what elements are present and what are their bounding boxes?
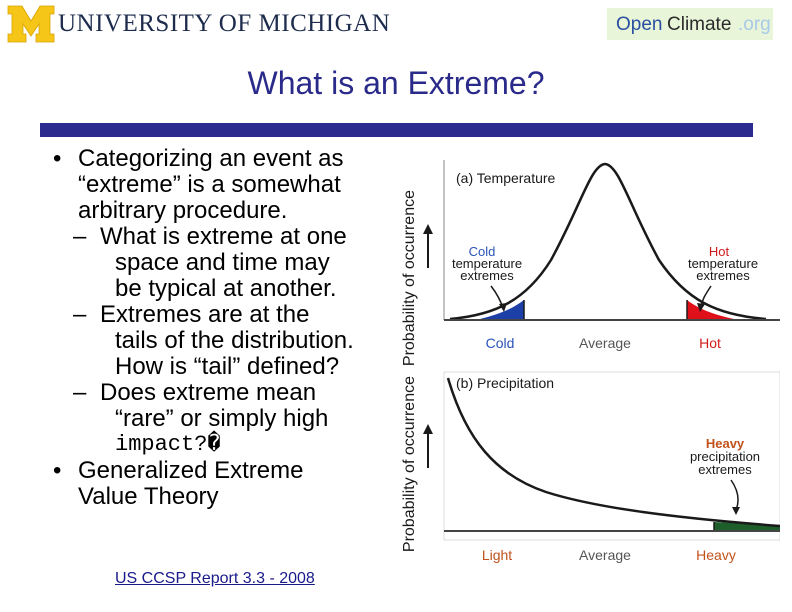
title-underline-bar xyxy=(40,123,753,137)
bullet-line: Value Theory xyxy=(78,484,395,510)
bullet-line: arbitrary procedure. xyxy=(78,198,395,224)
bullet-symbol: • xyxy=(53,146,61,172)
panel-a-title: (a) Temperature xyxy=(456,170,556,186)
hot-label-line: extremes xyxy=(696,268,750,283)
bullet-line: “extreme” is a somewhat xyxy=(78,172,395,198)
bullet-list: • Categorizing an event as “extreme” is … xyxy=(45,146,395,510)
bullet-item-categorizing: • Categorizing an event as “extreme” is … xyxy=(45,146,395,224)
bullet-line: Categorizing an event as xyxy=(78,146,395,172)
block-m-logo-icon xyxy=(6,4,56,44)
bullet-line: space and time may xyxy=(115,250,395,276)
panel-a-xlabel-cold: Cold xyxy=(486,335,515,351)
dash-symbol: – xyxy=(73,224,86,250)
citation-link[interactable]: US CCSP Report 3.3 - 2008 xyxy=(115,570,315,588)
bullet-line: Extremes are at the xyxy=(100,302,395,328)
sub-bullet-tails: – Extremes are at the tails of the distr… xyxy=(45,302,395,380)
panel-b-xlabel-average: Average xyxy=(579,547,631,563)
panel-a-xlabel-average: Average xyxy=(579,335,631,351)
bullet-symbol: • xyxy=(53,458,61,484)
sub-bullet-rare-or-impact: – Does extreme mean “rare” or simply hig… xyxy=(45,380,395,458)
bullet-line: What is extreme at one xyxy=(100,224,395,250)
panel-a-ylabel: Probability of occurrence xyxy=(401,190,418,366)
bullet-line: be typical at another. xyxy=(115,276,395,302)
extremes-figure: Probability of occurrence (a) Temperatur… xyxy=(396,150,780,574)
bullet-line: How is “tail” defined? xyxy=(115,354,395,380)
panel-precipitation: Probability of occurrence (b) Precipitat… xyxy=(401,372,780,563)
bullet-line: “rare” or simply high xyxy=(115,406,395,432)
openclimate-org-text: .org xyxy=(738,14,771,36)
cold-label-line: extremes xyxy=(460,268,514,283)
dash-symbol: – xyxy=(73,302,86,328)
university-wordmark: UNIVERSITY OF MICHIGAN xyxy=(58,10,390,38)
sub-bullet-what-is-extreme: – What is extreme at one space and time … xyxy=(45,224,395,302)
bullet-line: Generalized Extreme xyxy=(78,458,395,484)
bullet-item-gev-theory: • Generalized Extreme Value Theory xyxy=(45,458,395,510)
panel-a-xlabel-hot: Hot xyxy=(699,335,721,351)
dash-symbol: – xyxy=(73,380,86,406)
slide-title: What is an Extreme? xyxy=(0,65,792,102)
bullet-line: Does extreme mean xyxy=(100,380,395,406)
panel-b-title: (b) Precipitation xyxy=(456,375,554,391)
heavy-label-line: extremes xyxy=(698,462,752,477)
openclimate-open-text: Open xyxy=(616,14,662,36)
panel-b-ylabel: Probability of occurrence xyxy=(401,376,418,552)
bullet-line: tails of the distribution. xyxy=(115,328,395,354)
bullet-line-impact: impact?� xyxy=(115,432,395,458)
panel-b-xlabel-light: Light xyxy=(482,547,512,563)
university-of-michigan-logo: UNIVERSITY OF MICHIGAN xyxy=(6,4,336,44)
openclimate-climate-text: Climate xyxy=(667,14,731,36)
panel-b-xlabel-heavy: Heavy xyxy=(696,547,736,563)
openclimate-logo: Open Climate .org xyxy=(607,8,773,40)
